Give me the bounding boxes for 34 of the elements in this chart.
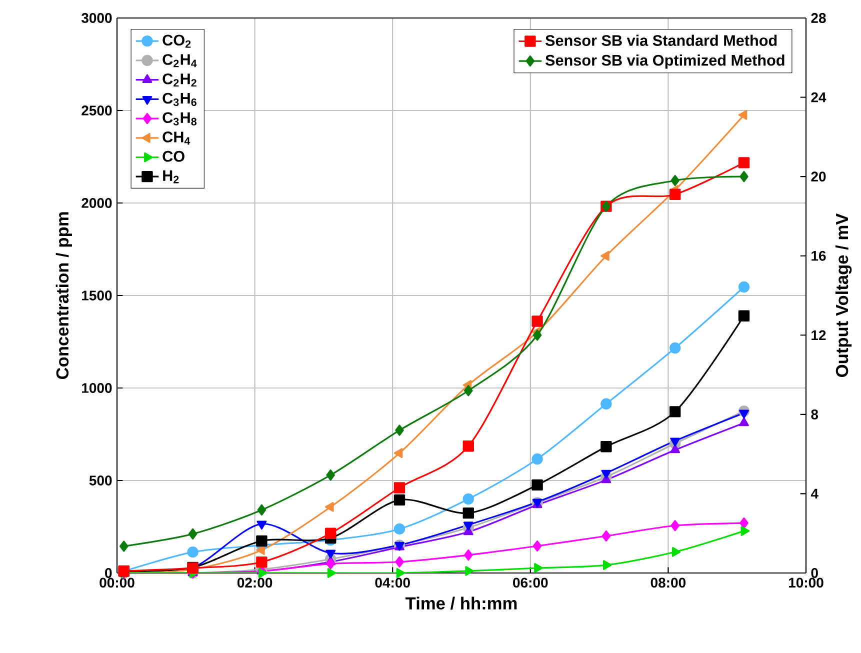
y-tick-label: 1000 xyxy=(82,383,112,393)
y-tick-label: 0 xyxy=(105,568,112,578)
x-tick-label: 02:00 xyxy=(237,578,272,588)
y2-tick-label: 4 xyxy=(810,488,818,499)
legend-label: C$_{2}$H$_{2}$ xyxy=(162,73,196,87)
y2-tick-label: 28 xyxy=(811,13,826,23)
y-tick-label: 2500 xyxy=(82,106,112,116)
y2-tick-label: 24 xyxy=(811,92,826,102)
y-tick-label: 2000 xyxy=(82,198,112,208)
x-tick-label: 04:00 xyxy=(375,578,410,588)
legend-label: Sensor SB via Standard Method xyxy=(545,34,777,46)
x-axis-title: Time / hh:mm xyxy=(406,596,517,610)
legend-label: Sensor SB via Optimized Method xyxy=(545,54,784,69)
x-tick-label: 10:00 xyxy=(788,578,824,588)
y2-tick-label: 16 xyxy=(812,250,826,261)
legend-label: C$_{2}$H$_{4}$ xyxy=(162,54,197,68)
legend-label: CH$_{4}$ xyxy=(162,132,190,145)
y-tick-label: 3000 xyxy=(81,13,112,23)
y2-tick-label: 12 xyxy=(812,330,826,340)
legend-label: C$_{3}$H$_{8}$ xyxy=(162,112,197,126)
x-tick-label: 08:00 xyxy=(650,578,686,588)
y-tick-label: 1500 xyxy=(82,290,112,300)
y-tick-label: 500 xyxy=(89,476,112,486)
legend-label: C$_{3}$H$_{6}$ xyxy=(162,92,196,106)
y2-tick-label: 20 xyxy=(811,172,826,182)
y2-axis-title: Output Voltage / mV xyxy=(835,213,852,377)
y2-tick-label: 8 xyxy=(811,409,818,420)
x-tick-label: 00:00 xyxy=(100,578,134,588)
y2-tick-label: 0 xyxy=(811,568,818,578)
legend-label: H$_{2}$ xyxy=(163,170,179,184)
y-axis-title: Concentration / ppm xyxy=(56,212,72,380)
legend-label: CO$_{2}$ xyxy=(162,34,191,48)
x-tick-label: 06:00 xyxy=(513,578,548,588)
legend-label: CO xyxy=(162,150,184,162)
